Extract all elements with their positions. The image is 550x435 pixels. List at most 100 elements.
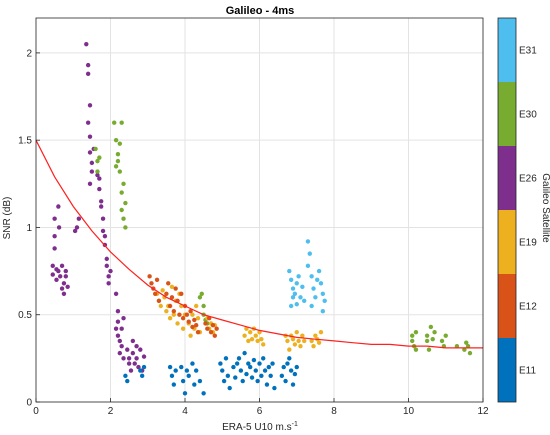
data-point-e19 [171, 312, 177, 317]
data-point-e26 [85, 120, 91, 125]
data-point-e26 [104, 263, 109, 269]
data-point-e26 [115, 309, 121, 314]
data-point-e11 [285, 361, 290, 366]
data-point-e31 [292, 291, 298, 296]
data-point-e26 [102, 233, 108, 239]
data-point-e12 [164, 291, 169, 296]
data-point-e26 [97, 176, 102, 181]
data-point-e31 [320, 309, 326, 314]
data-point-e26 [117, 338, 123, 344]
data-point-e31 [302, 298, 307, 303]
data-point-e11 [288, 368, 294, 373]
data-point-e31 [296, 274, 301, 279]
data-point-e26 [85, 71, 91, 77]
data-point-e11 [259, 373, 264, 379]
colorbar-label: Galileo Satellite [540, 173, 550, 243]
data-point-e26 [98, 199, 104, 204]
data-point-e11 [223, 356, 229, 361]
data-point-e11 [246, 361, 251, 366]
data-point-e11 [268, 373, 273, 379]
data-point-e12 [169, 295, 175, 300]
data-point-e26 [121, 316, 126, 321]
data-point-e31 [300, 284, 305, 289]
data-point-e30 [93, 146, 98, 152]
data-point-e31 [320, 291, 326, 296]
data-point-e26 [52, 246, 57, 251]
data-point-e11 [242, 350, 247, 356]
data-point-e11 [272, 385, 277, 391]
data-point-e12 [188, 309, 193, 314]
data-point-e11 [184, 368, 190, 373]
colorbar-swatch-e31 [498, 18, 516, 82]
data-point-e11 [294, 364, 299, 370]
data-point-e31 [298, 295, 303, 300]
data-point-e19 [188, 333, 193, 338]
data-point-e30 [443, 333, 448, 338]
data-point-e11 [266, 364, 272, 370]
data-point-e11 [139, 373, 145, 379]
data-point-e19 [195, 316, 201, 321]
data-point-e11 [180, 378, 186, 384]
data-point-e12 [208, 329, 214, 335]
colorbar: E11 E12 E19 E26 E30 E31 [497, 17, 537, 403]
colorbar-entry-label: E31 [519, 46, 537, 57]
data-point-e11 [292, 371, 298, 377]
data-point-e12 [205, 326, 210, 331]
colorbar-entry-label: E12 [519, 302, 537, 313]
data-point-e26 [56, 204, 61, 209]
data-point-e31 [309, 303, 314, 309]
data-point-e26 [58, 274, 63, 279]
data-point-e12 [180, 316, 186, 321]
data-point-e30 [430, 336, 435, 342]
data-point-e30 [117, 169, 123, 174]
data-point-e30 [119, 190, 124, 195]
data-point-e30 [115, 151, 121, 157]
data-point-e11 [167, 364, 173, 370]
data-point-e26 [126, 361, 132, 366]
data-point-e30 [424, 338, 430, 344]
data-point-e11 [249, 375, 255, 380]
data-point-e31 [315, 277, 320, 283]
data-point-e30 [123, 225, 128, 230]
data-point-e30 [426, 347, 432, 352]
data-point-e11 [240, 378, 245, 384]
data-point-e26 [106, 281, 111, 286]
data-point-e19 [298, 343, 303, 349]
data-point-e11 [123, 373, 128, 379]
data-point-e26 [106, 274, 111, 279]
data-point-e19 [160, 288, 165, 293]
data-point-e30 [428, 324, 434, 330]
data-point-e26 [63, 268, 68, 274]
data-point-e19 [246, 338, 251, 344]
data-point-e30 [199, 291, 204, 296]
data-point-e19 [158, 303, 163, 309]
data-point-e30 [95, 158, 100, 164]
data-point-e26 [59, 286, 65, 291]
x-tick-label: 8 [331, 406, 337, 417]
data-point-e26 [76, 216, 82, 221]
data-point-e26 [59, 263, 65, 269]
data-point-e26 [65, 284, 70, 289]
colorbar-entry-label: E11 [519, 366, 536, 377]
data-point-e11 [173, 368, 178, 373]
data-point-e30 [410, 338, 415, 344]
colorbar-swatch-e19 [498, 210, 516, 274]
data-point-e11 [182, 391, 188, 396]
data-point-e11 [281, 364, 286, 370]
data-point-e19 [242, 333, 247, 338]
data-point-e12 [154, 277, 160, 283]
data-point-e12 [203, 321, 208, 326]
data-point-e11 [220, 368, 225, 373]
data-point-e19 [259, 336, 264, 342]
data-point-e30 [454, 343, 460, 349]
data-point-e11 [192, 382, 197, 387]
data-point-e26 [72, 228, 78, 234]
data-point-e11 [251, 357, 257, 363]
data-point-e19 [296, 338, 301, 344]
y-tick-label: 1 [26, 223, 32, 234]
data-point-e19 [316, 340, 322, 345]
data-point-e26 [54, 277, 59, 283]
data-point-e12 [184, 312, 190, 317]
data-point-e19 [253, 333, 258, 338]
data-point-e19 [313, 333, 318, 338]
